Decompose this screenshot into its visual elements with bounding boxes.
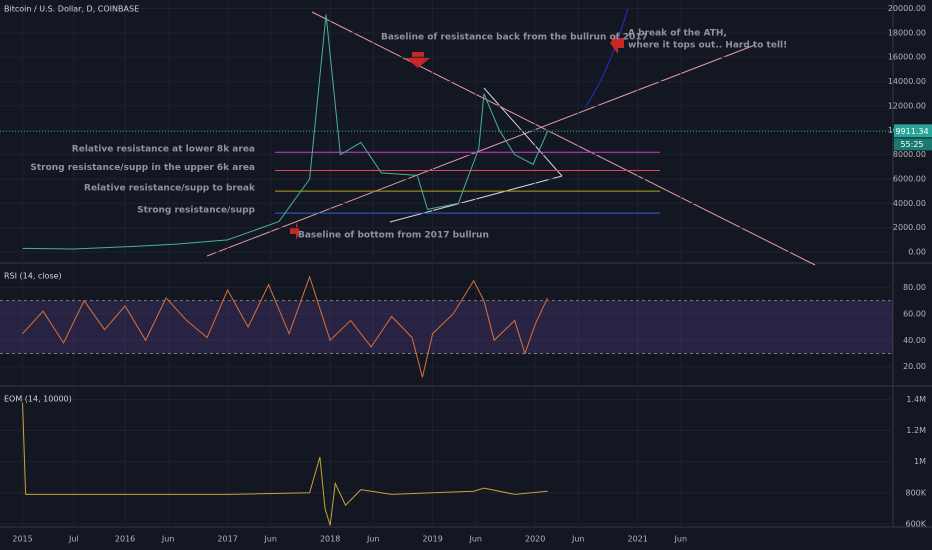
y-tick-label: 18000.00 — [888, 28, 926, 37]
y-tick-label: 20.00 — [903, 362, 926, 371]
x-tick-label: Jun — [366, 535, 380, 544]
level-label: Strong resistance/supp — [137, 206, 255, 216]
price-line — [22, 275, 548, 378]
x-tick-label: Jun — [468, 535, 482, 544]
y-tick-label: 20000.00 — [888, 4, 926, 13]
x-tick-label: Jul — [68, 535, 79, 544]
annotation: Baseline of resistance back from the bul… — [381, 33, 648, 43]
trend-line — [206, 44, 756, 257]
annotation: Baseline of bottom from 2017 bullrun — [298, 231, 489, 241]
arrow — [406, 52, 430, 68]
y-tick-label: 16000.00 — [888, 53, 926, 62]
last-price-box — [894, 124, 932, 138]
indicator-title: EOM (14, 10000) — [4, 395, 72, 404]
trend-line — [311, 11, 816, 266]
layout — [0, 0, 932, 528]
rsi-band — [0, 300, 893, 354]
x-tick-label: Jun — [263, 535, 277, 544]
level-label: Relative resistance/supp to break — [84, 184, 256, 194]
y-tick-label: 6000.00 — [893, 174, 926, 183]
y-tick-label: 2000.00 — [893, 223, 926, 232]
price-line — [22, 402, 548, 526]
projection-curve — [584, 7, 629, 109]
y-tick-label: 80.00 — [903, 283, 926, 292]
y-tick-label: 1.2M — [906, 426, 926, 435]
indicator-title: RSI (14, close) — [4, 272, 62, 281]
annotation: where it tops out.. Hard to tell! — [628, 41, 787, 51]
x-tick-label: Jun — [161, 535, 175, 544]
y-tick-label: 800K — [905, 488, 926, 497]
y-tick-label: 600K — [905, 519, 926, 528]
x-tick-label: 2021 — [628, 535, 648, 544]
y-tick-label: 14000.00 — [888, 77, 926, 86]
x-tick-label: Jun — [674, 535, 688, 544]
level-label: Relative resistance at lower 8k area — [72, 145, 255, 155]
countdown-label: 55:25 — [900, 140, 923, 149]
x-tick-label: 2020 — [525, 535, 545, 544]
x-tick-label: 2017 — [217, 535, 237, 544]
y-tick-label: 60.00 — [903, 309, 926, 318]
y-tick-label: 40.00 — [903, 336, 926, 345]
y-tick-label: 12000.00 — [888, 101, 926, 110]
annotation: A break of the ATH, — [628, 29, 727, 39]
x-tick-label: 2019 — [422, 535, 442, 544]
y-tick-label: 1.4M — [906, 395, 926, 404]
countdown-box — [894, 138, 932, 151]
arrow — [610, 32, 624, 54]
arrow — [290, 222, 300, 240]
y-tick-label: 4000.00 — [893, 199, 926, 208]
x-tick-label: 2015 — [12, 535, 32, 544]
last-price-label: 9911.34 — [895, 127, 928, 136]
level-label: Strong resistance/supp in the upper 6k a… — [30, 163, 255, 173]
chart-title: Bitcoin / U.S. Dollar, D, COINBASE — [4, 5, 139, 14]
y-tick-label: 1M — [914, 457, 926, 466]
y-tick-label: 8000.00 — [893, 150, 926, 159]
x-tick-label: 2016 — [115, 535, 135, 544]
y-tick-label: 0.00 — [908, 248, 926, 257]
triangle-line — [483, 87, 563, 177]
x-tick-label: 2018 — [320, 535, 340, 544]
price-line — [22, 14, 548, 250]
x-tick-label: Jun — [571, 535, 585, 544]
